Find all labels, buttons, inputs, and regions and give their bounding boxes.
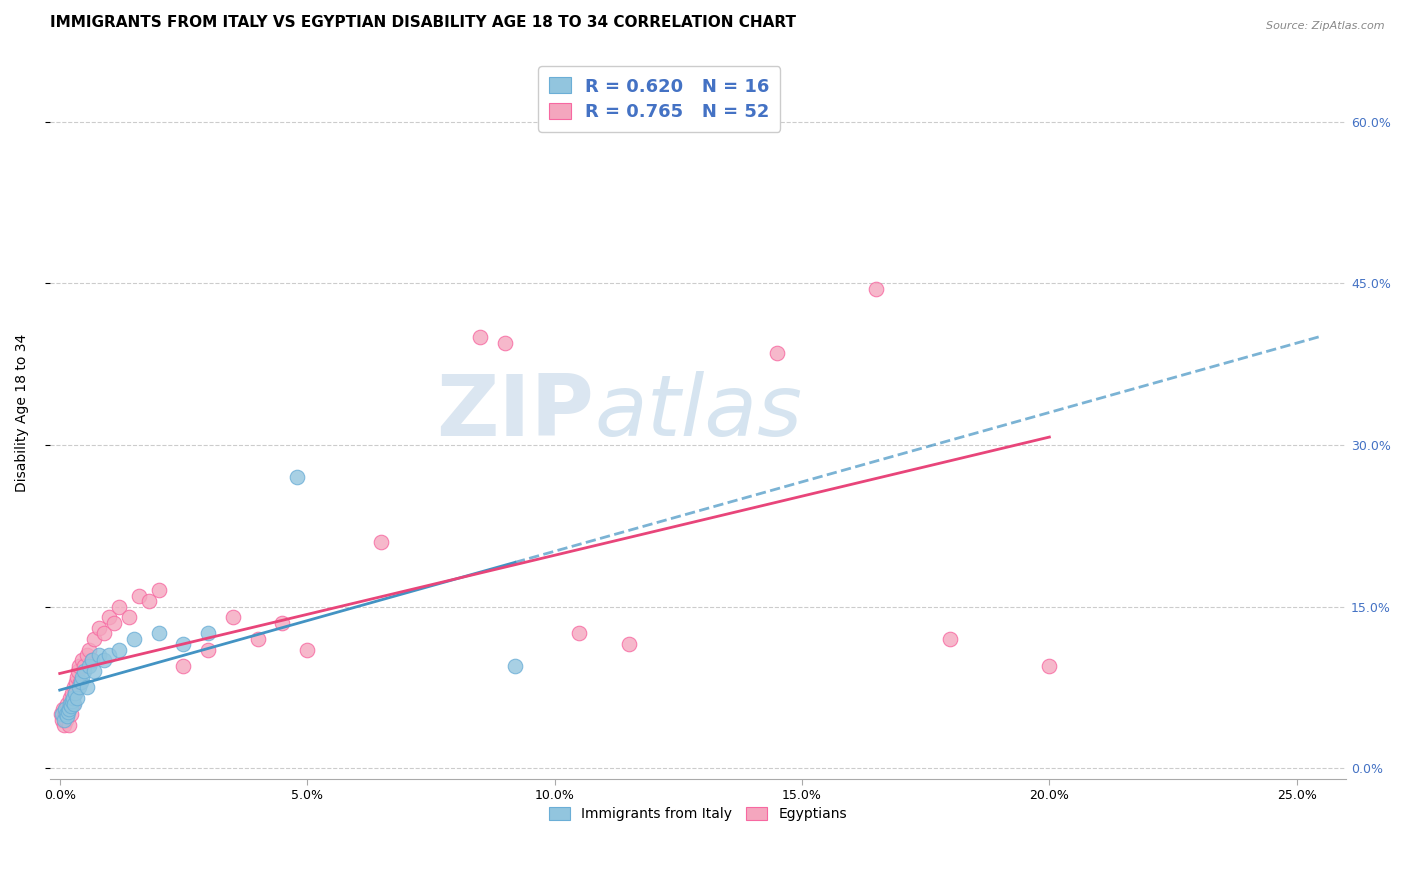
Point	[56, 707, 79, 722]
Point	[148, 583, 170, 598]
Point	[148, 626, 170, 640]
Point	[89, 621, 111, 635]
Point	[503, 658, 526, 673]
Point	[60, 686, 83, 700]
Point	[1038, 658, 1060, 673]
Text: IMMIGRANTS FROM ITALY VS EGYPTIAN DISABILITY AGE 18 TO 34 CORRELATION CHART: IMMIGRANTS FROM ITALY VS EGYPTIAN DISABI…	[49, 15, 796, 30]
Point	[285, 470, 308, 484]
Point	[58, 702, 80, 716]
Point	[138, 594, 160, 608]
Point	[51, 707, 73, 722]
Point	[128, 589, 150, 603]
Point	[69, 675, 91, 690]
Point	[55, 709, 77, 723]
Point	[66, 664, 89, 678]
Point	[93, 626, 115, 640]
Point	[370, 535, 392, 549]
Point	[52, 702, 75, 716]
Point	[197, 626, 219, 640]
Point	[62, 681, 84, 695]
Point	[76, 648, 98, 662]
Text: Source: ZipAtlas.com: Source: ZipAtlas.com	[1267, 21, 1385, 30]
Point	[295, 642, 318, 657]
Point	[56, 702, 79, 716]
Point	[494, 335, 516, 350]
Point	[73, 658, 96, 673]
Point	[53, 702, 76, 716]
Point	[83, 632, 105, 646]
Point	[172, 658, 194, 673]
Point	[98, 610, 121, 624]
Point	[66, 691, 89, 706]
Point	[271, 615, 294, 630]
Point	[55, 707, 77, 722]
Point	[63, 686, 86, 700]
Point	[79, 642, 101, 657]
Point	[63, 686, 86, 700]
Point	[865, 282, 887, 296]
Point	[70, 669, 93, 683]
Point	[93, 653, 115, 667]
Point	[59, 691, 82, 706]
Point	[51, 707, 73, 722]
Point	[766, 346, 789, 360]
Text: ZIP: ZIP	[437, 371, 595, 454]
Point	[53, 702, 76, 716]
Point	[939, 632, 962, 646]
Point	[60, 694, 83, 708]
Point	[55, 697, 77, 711]
Point	[108, 642, 131, 657]
Point	[58, 718, 80, 732]
Legend: Immigrants from Italy, Egyptians: Immigrants from Italy, Egyptians	[544, 802, 852, 827]
Point	[83, 664, 105, 678]
Point	[80, 653, 103, 667]
Point	[62, 697, 84, 711]
Point	[617, 637, 640, 651]
Point	[59, 707, 82, 722]
Point	[62, 691, 84, 706]
Point	[108, 599, 131, 614]
Point	[246, 632, 269, 646]
Y-axis label: Disability Age 18 to 34: Disability Age 18 to 34	[15, 334, 30, 491]
Point	[67, 658, 90, 673]
Point	[51, 713, 73, 727]
Point	[76, 681, 98, 695]
Point	[53, 707, 76, 722]
Point	[53, 718, 76, 732]
Point	[222, 610, 245, 624]
Point	[73, 664, 96, 678]
Point	[62, 697, 84, 711]
Point	[172, 637, 194, 651]
Point	[55, 713, 77, 727]
Point	[470, 330, 492, 344]
Point	[103, 615, 125, 630]
Point	[69, 675, 91, 690]
Point	[122, 632, 145, 646]
Text: atlas: atlas	[595, 371, 803, 454]
Point	[89, 648, 111, 662]
Point	[80, 653, 103, 667]
Point	[65, 669, 87, 683]
Point	[67, 681, 90, 695]
Point	[197, 642, 219, 657]
Point	[79, 658, 101, 673]
Point	[52, 713, 75, 727]
Point	[568, 626, 591, 640]
Point	[59, 697, 82, 711]
Point	[118, 610, 141, 624]
Point	[56, 705, 79, 719]
Point	[65, 675, 87, 690]
Point	[59, 698, 82, 713]
Point	[70, 653, 93, 667]
Point	[98, 648, 121, 662]
